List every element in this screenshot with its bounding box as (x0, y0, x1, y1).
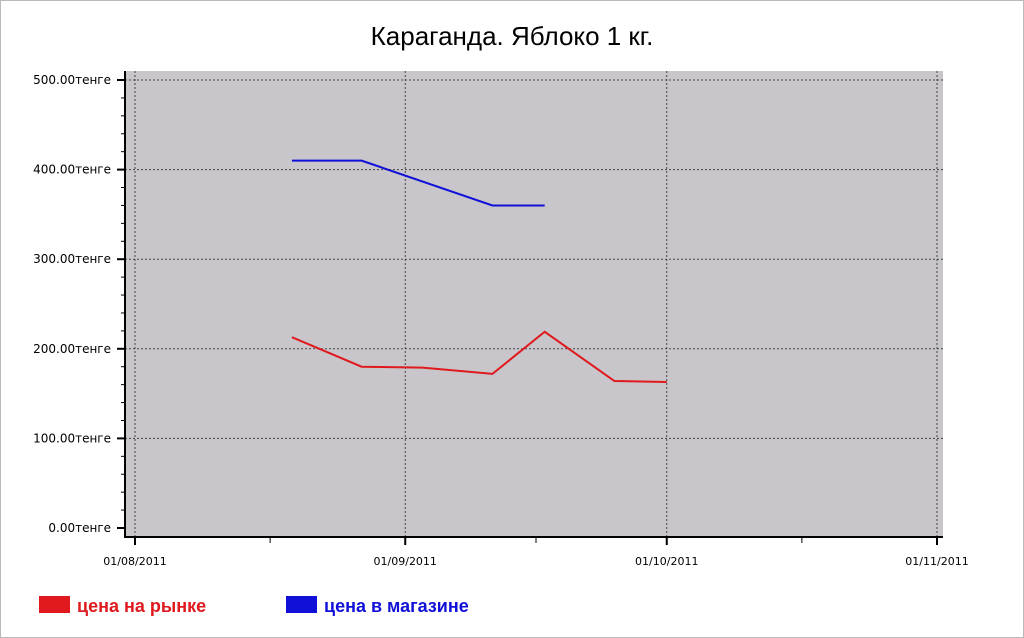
legend-label: цена на рынке (77, 596, 206, 616)
x-tick-labels: 01/08/2011 01/09/2011 01/10/2011 01/11/2011 (103, 555, 968, 568)
y-tick-label: 100.00тенге (33, 431, 111, 445)
legend-swatch (286, 596, 317, 613)
x-tick-label: 01/11/2011 (905, 555, 968, 568)
y-tick-label: 0.00тенге (48, 521, 111, 535)
y-tick-label: 400.00тенге (33, 163, 111, 177)
x-tick-label: 01/08/2011 (103, 555, 166, 568)
legend-label: цена в магазине (324, 596, 469, 616)
series-line-1 (291, 330, 667, 383)
y-tick-labels: 0.00тенге 100.00тенге 200.00тенге 300.00тен… (33, 73, 111, 535)
y-tick-label: 200.00тенге (33, 342, 111, 356)
y-tick-label: 300.00тенге (33, 252, 111, 266)
x-tick-label: 01/09/2011 (374, 555, 437, 568)
grid-lines (125, 71, 943, 537)
chart-title: Караганда. Яблоко 1 кг. (371, 21, 654, 51)
x-tick-label: 01/10/2011 (635, 555, 698, 568)
plot-area (125, 71, 943, 537)
legend-swatch (39, 596, 70, 613)
legend: цена на рынке цена в магазине (39, 596, 469, 616)
y-tick-label: 500.00тенге (33, 73, 111, 87)
axes (117, 71, 943, 545)
series-lines (291, 159, 667, 383)
series-line-2 (291, 159, 545, 207)
